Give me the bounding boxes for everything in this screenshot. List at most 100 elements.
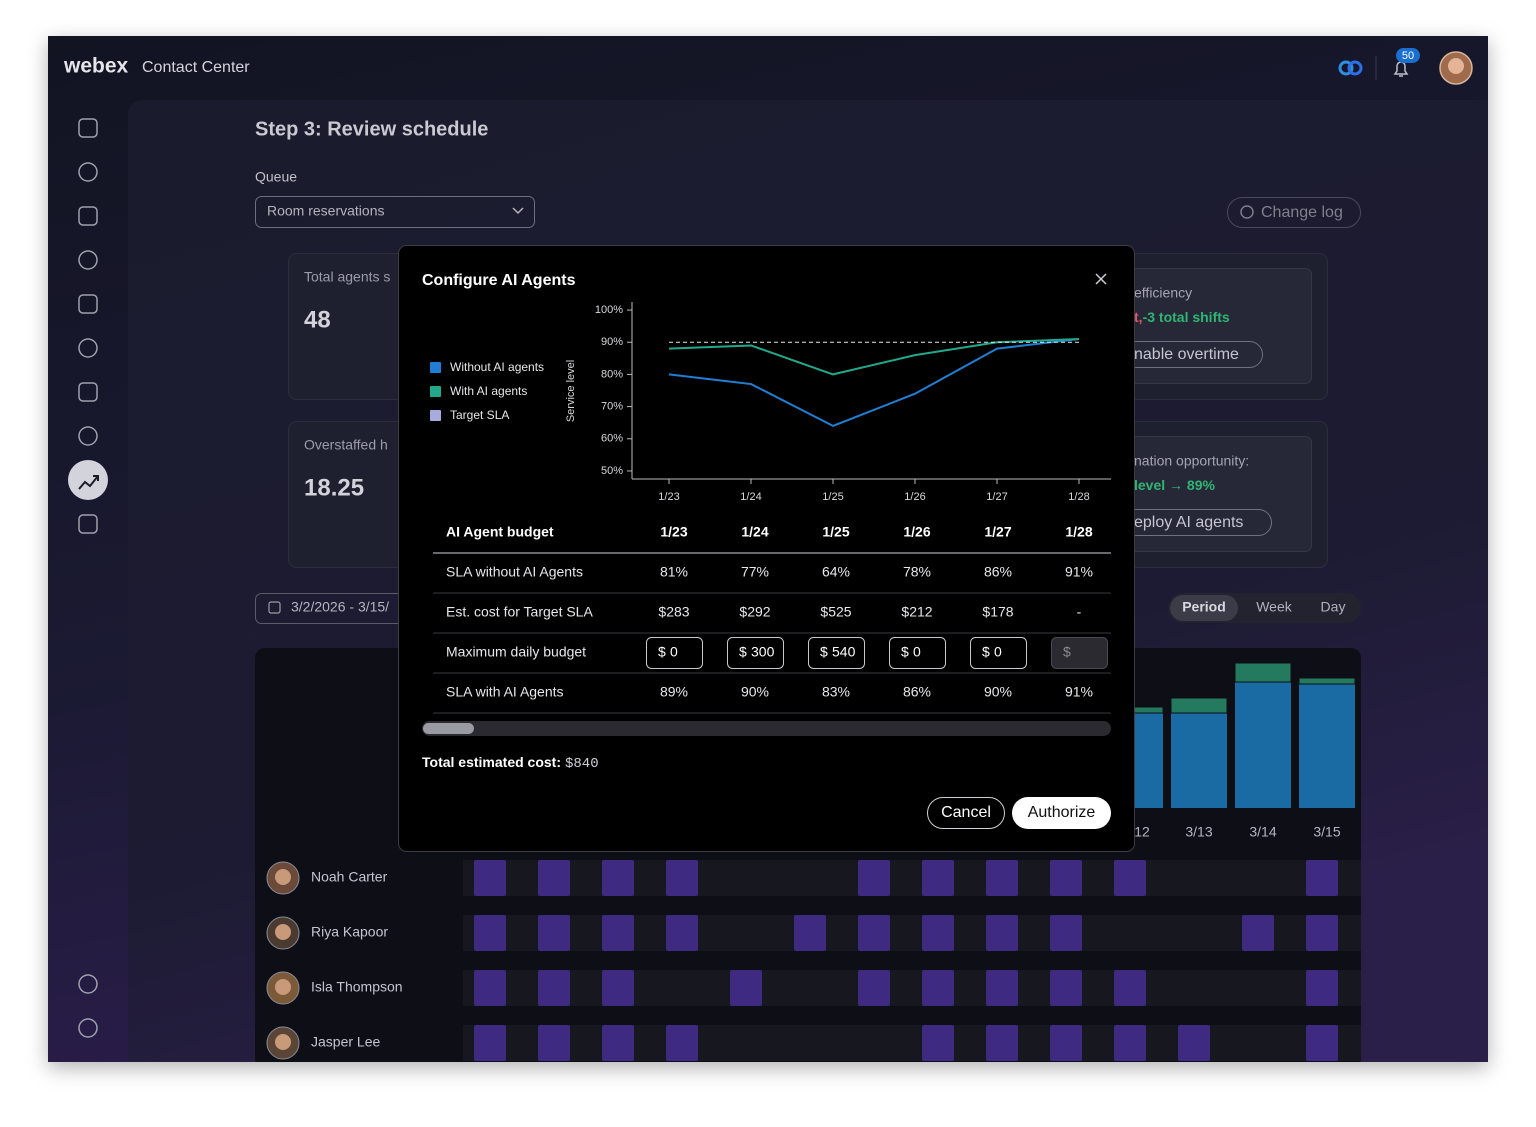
- shift-block[interactable]: [602, 915, 634, 951]
- table-cell: $525: [820, 604, 851, 620]
- table-column-header: 1/26: [903, 524, 930, 540]
- shift-block[interactable]: [1178, 1025, 1210, 1061]
- budget-input[interactable]: [808, 637, 865, 669]
- shift-block[interactable]: [538, 860, 570, 896]
- shift-block[interactable]: [1242, 915, 1274, 951]
- y-tick-label: 80%: [601, 368, 623, 380]
- scroll-thumb[interactable]: [423, 723, 474, 734]
- shift-block[interactable]: [1114, 970, 1146, 1006]
- budget-value: 0: [670, 644, 678, 660]
- budget-value: 540: [832, 644, 856, 660]
- table-cell: 86%: [903, 684, 931, 700]
- shift-block[interactable]: [730, 970, 762, 1006]
- shift-block[interactable]: [474, 860, 506, 896]
- nav-icon[interactable]: [78, 338, 98, 358]
- table-cell: $283: [658, 604, 689, 620]
- nav-icon[interactable]: [78, 974, 98, 994]
- shift-block[interactable]: [1306, 970, 1338, 1006]
- shift-block[interactable]: [538, 970, 570, 1006]
- shift-block[interactable]: [922, 915, 954, 951]
- x-tick-label: 1/23: [658, 491, 679, 503]
- x-tick-label: 1/26: [904, 491, 925, 503]
- nav-icon[interactable]: [78, 162, 98, 182]
- total-cost: Total estimated cost: $840: [422, 754, 599, 772]
- shift-block[interactable]: [1306, 915, 1338, 951]
- shift-block[interactable]: [858, 970, 890, 1006]
- currency-prefix: $: [982, 644, 990, 660]
- budget-input[interactable]: [970, 637, 1027, 669]
- change-log-button[interactable]: [1227, 197, 1361, 228]
- nav-icon[interactable]: [78, 250, 98, 270]
- bar-x-label: 3/14: [1249, 824, 1276, 840]
- shift-block[interactable]: [666, 860, 698, 896]
- nav-icon[interactable]: [78, 514, 98, 534]
- nav-active[interactable]: [68, 460, 108, 500]
- shift-block[interactable]: [474, 1025, 506, 1061]
- shift-block[interactable]: [858, 860, 890, 896]
- legend-swatch: [430, 386, 441, 397]
- cancel-label[interactable]: Cancel: [941, 804, 991, 821]
- shift-block[interactable]: [474, 970, 506, 1006]
- budget-input[interactable]: [727, 637, 784, 669]
- shift-block[interactable]: [1050, 970, 1082, 1006]
- shift-block[interactable]: [666, 915, 698, 951]
- shift-block[interactable]: [1306, 1025, 1338, 1061]
- schedule-row: [463, 860, 1361, 896]
- nav-icon[interactable]: [78, 1018, 98, 1038]
- shift-block[interactable]: [922, 1025, 954, 1061]
- budget-input[interactable]: [889, 637, 946, 669]
- view-option[interactable]: Day: [1321, 599, 1346, 615]
- bar-segment: [1299, 684, 1355, 808]
- shift-block[interactable]: [538, 915, 570, 951]
- shift-block[interactable]: [474, 915, 506, 951]
- shift-block[interactable]: [922, 860, 954, 896]
- authorize-button[interactable]: [1012, 797, 1111, 829]
- queue-select[interactable]: [255, 196, 535, 228]
- budget-input[interactable]: [646, 637, 703, 669]
- shift-block[interactable]: [986, 860, 1018, 896]
- shift-block[interactable]: [602, 860, 634, 896]
- notification-count: 50: [1402, 50, 1414, 62]
- currency-prefix: $: [658, 644, 666, 660]
- cancel-button[interactable]: [927, 797, 1005, 829]
- nav-icon[interactable]: [78, 294, 98, 314]
- currency-prefix: $: [739, 644, 747, 660]
- nav-icon[interactable]: [78, 206, 98, 226]
- shift-block[interactable]: [986, 1025, 1018, 1061]
- bar-x-label: 3/13: [1185, 824, 1212, 840]
- close-button[interactable]: [1095, 273, 1107, 285]
- shift-block[interactable]: [986, 970, 1018, 1006]
- y-tick-label: 90%: [601, 336, 623, 348]
- y-tick-label: 60%: [601, 433, 623, 445]
- shift-block[interactable]: [602, 970, 634, 1006]
- shift-block[interactable]: [922, 970, 954, 1006]
- view-active[interactable]: [1170, 595, 1238, 621]
- shift-block[interactable]: [986, 915, 1018, 951]
- legend-swatch: [430, 362, 441, 373]
- change-log: Change log: [1261, 204, 1343, 221]
- shift-block[interactable]: [538, 1025, 570, 1061]
- shift-block[interactable]: [1050, 1025, 1082, 1061]
- shift-block[interactable]: [666, 1025, 698, 1061]
- shift-block[interactable]: [1114, 1025, 1146, 1061]
- nav-icon[interactable]: [78, 118, 98, 138]
- shift-block[interactable]: [1114, 860, 1146, 896]
- shift-block[interactable]: [1050, 860, 1082, 896]
- nav-icon[interactable]: [78, 382, 98, 402]
- row-label: Est. cost for Target SLA: [446, 604, 593, 620]
- shift-block[interactable]: [858, 915, 890, 951]
- shift-block[interactable]: [1050, 915, 1082, 951]
- agent-name: Isla Thompson: [311, 979, 403, 995]
- shift-block[interactable]: [602, 1025, 634, 1061]
- modal: Configure AI Agents 50% 60% 70% 80% 90% 100% 1/…: [398, 245, 1135, 852]
- notification-badge: [1396, 48, 1420, 63]
- authorize-label[interactable]: Authorize: [1028, 804, 1096, 821]
- nav-icon[interactable]: [78, 426, 98, 446]
- shift-block[interactable]: [794, 915, 826, 951]
- view-option[interactable]: Period: [1182, 599, 1226, 615]
- view-option[interactable]: Week: [1256, 599, 1293, 615]
- legend-swatch: [430, 410, 441, 421]
- shift-block[interactable]: [1306, 860, 1338, 896]
- table-header: AI Agent budget: [446, 524, 554, 540]
- x-tick-label: 1/27: [986, 491, 1007, 503]
